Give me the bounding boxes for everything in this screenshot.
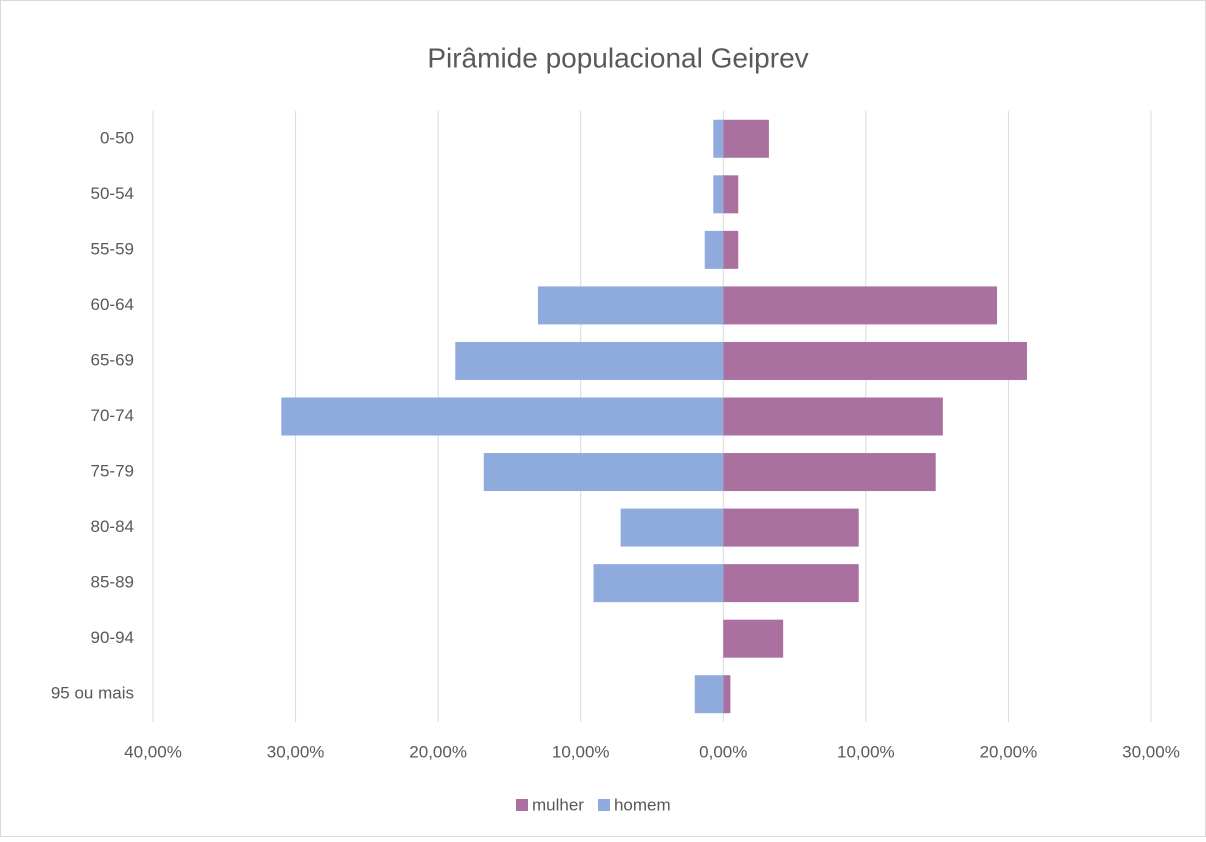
x-tick-label: 30,00% bbox=[267, 742, 325, 761]
bar bbox=[723, 286, 998, 325]
bar bbox=[713, 175, 724, 214]
x-tick-label: 20,00% bbox=[980, 742, 1038, 761]
x-tick-label: 30,00% bbox=[1122, 742, 1180, 761]
bar bbox=[704, 230, 724, 269]
bar bbox=[723, 119, 769, 158]
y-tick-label: 90-94 bbox=[91, 628, 134, 647]
bar bbox=[620, 508, 724, 547]
y-tick-label: 50-54 bbox=[91, 184, 134, 203]
y-tick-label: 65-69 bbox=[91, 350, 134, 369]
x-tick-label: 0,00% bbox=[699, 742, 747, 761]
x-tick-label: 10,00% bbox=[552, 742, 610, 761]
legend-swatch bbox=[597, 799, 610, 811]
bar bbox=[723, 341, 1027, 380]
bar bbox=[723, 675, 731, 714]
y-tick-label: 85-89 bbox=[91, 573, 134, 592]
y-tick-label: 80-84 bbox=[91, 517, 134, 536]
bar bbox=[723, 397, 943, 436]
chart-title: Pirâmide populacional Geiprev bbox=[427, 42, 808, 73]
bar bbox=[723, 508, 859, 547]
bar bbox=[483, 453, 724, 492]
legend-swatch bbox=[516, 799, 528, 811]
bar bbox=[455, 341, 724, 380]
bar bbox=[723, 564, 859, 603]
bar bbox=[723, 619, 784, 658]
bar bbox=[694, 675, 724, 714]
y-tick-label: 70-74 bbox=[91, 406, 134, 425]
y-tick-label: 0-50 bbox=[100, 128, 134, 147]
legend-label: homem bbox=[614, 795, 671, 814]
x-tick-label: 10,00% bbox=[837, 742, 895, 761]
bar bbox=[593, 564, 724, 603]
y-tick-label: 75-79 bbox=[91, 462, 134, 481]
legend-label: mulher bbox=[532, 795, 584, 814]
y-tick-label: 55-59 bbox=[91, 239, 134, 258]
bar bbox=[281, 397, 724, 436]
y-tick-label: 60-64 bbox=[91, 295, 134, 314]
bar bbox=[723, 230, 739, 269]
bar bbox=[537, 286, 724, 325]
bar bbox=[723, 175, 739, 214]
x-tick-label: 40,00% bbox=[124, 742, 182, 761]
y-tick-label: 95 ou mais bbox=[51, 684, 134, 703]
bar bbox=[723, 453, 936, 492]
x-tick-label: 20,00% bbox=[409, 742, 467, 761]
bar bbox=[713, 119, 724, 158]
